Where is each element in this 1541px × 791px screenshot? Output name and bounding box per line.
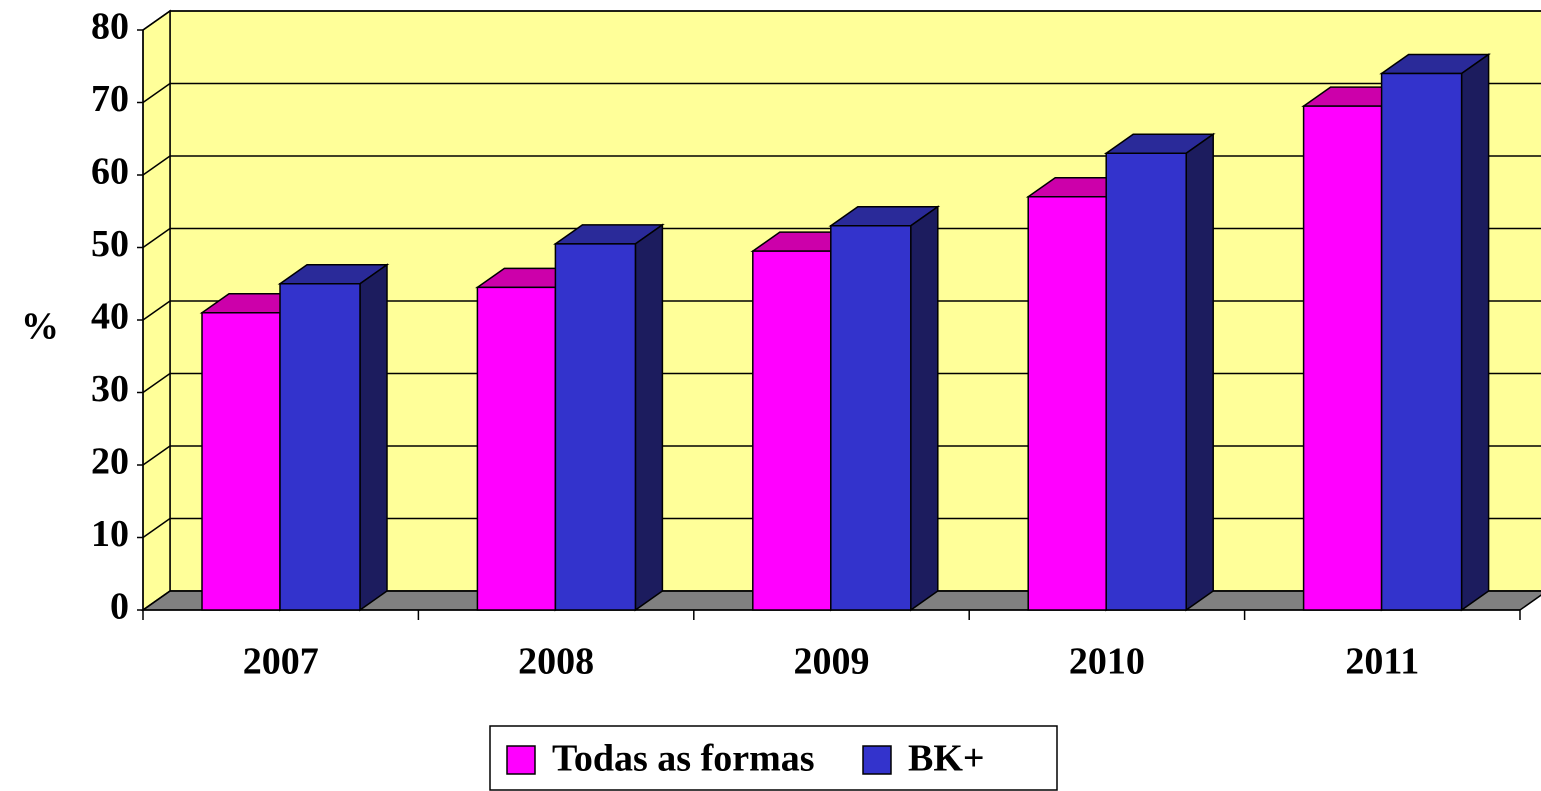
y-tick-label: 60: [91, 151, 129, 193]
bar-front: [830, 225, 912, 611]
bar-front: [1027, 196, 1107, 611]
x-tick-label: 2008: [518, 641, 594, 683]
y-tick-label: 10: [91, 513, 129, 555]
bar-front: [476, 286, 557, 611]
bar-side: [1185, 132, 1214, 612]
bar: [828, 205, 941, 612]
bar-front: [201, 312, 281, 611]
bar: [1379, 53, 1491, 612]
bar: [1103, 132, 1216, 612]
bar-front: [1105, 152, 1187, 611]
legend-label: BK+: [908, 738, 985, 780]
bar-side: [1460, 53, 1490, 612]
x-tick-label: 2009: [794, 641, 870, 683]
legend-swatch: [862, 745, 892, 775]
bar-front: [279, 283, 361, 611]
y-tick-label: 20: [91, 441, 129, 483]
x-tick-label: 2011: [1345, 641, 1419, 683]
x-tick-label: 2007: [243, 641, 319, 683]
y-tick-label: 70: [91, 78, 129, 120]
bar-front: [1380, 72, 1463, 611]
y-tick-label: 80: [91, 6, 129, 48]
bar-side: [359, 263, 388, 612]
bar-side: [634, 223, 664, 612]
bar-side: [910, 205, 939, 612]
legend-label: Todas as formas: [552, 738, 815, 780]
grid-line: [142, 82, 1541, 104]
y-tick-label: 30: [91, 368, 129, 410]
grid-line: [142, 155, 1541, 176]
x-tick-label: 2010: [1069, 641, 1145, 683]
grid-line: [142, 10, 1541, 31]
bar-front: [752, 250, 832, 611]
legend-box: [489, 725, 1058, 791]
legend-swatch: [506, 745, 536, 775]
bar: [553, 223, 665, 612]
y-tick-label: 0: [110, 586, 129, 628]
bar-front: [1302, 105, 1383, 611]
bar: [277, 263, 390, 612]
y-tick-label: 40: [91, 296, 129, 338]
y-axis-label: %: [21, 306, 59, 348]
y-tick-label: 50: [91, 223, 129, 265]
bar-front: [554, 243, 637, 611]
